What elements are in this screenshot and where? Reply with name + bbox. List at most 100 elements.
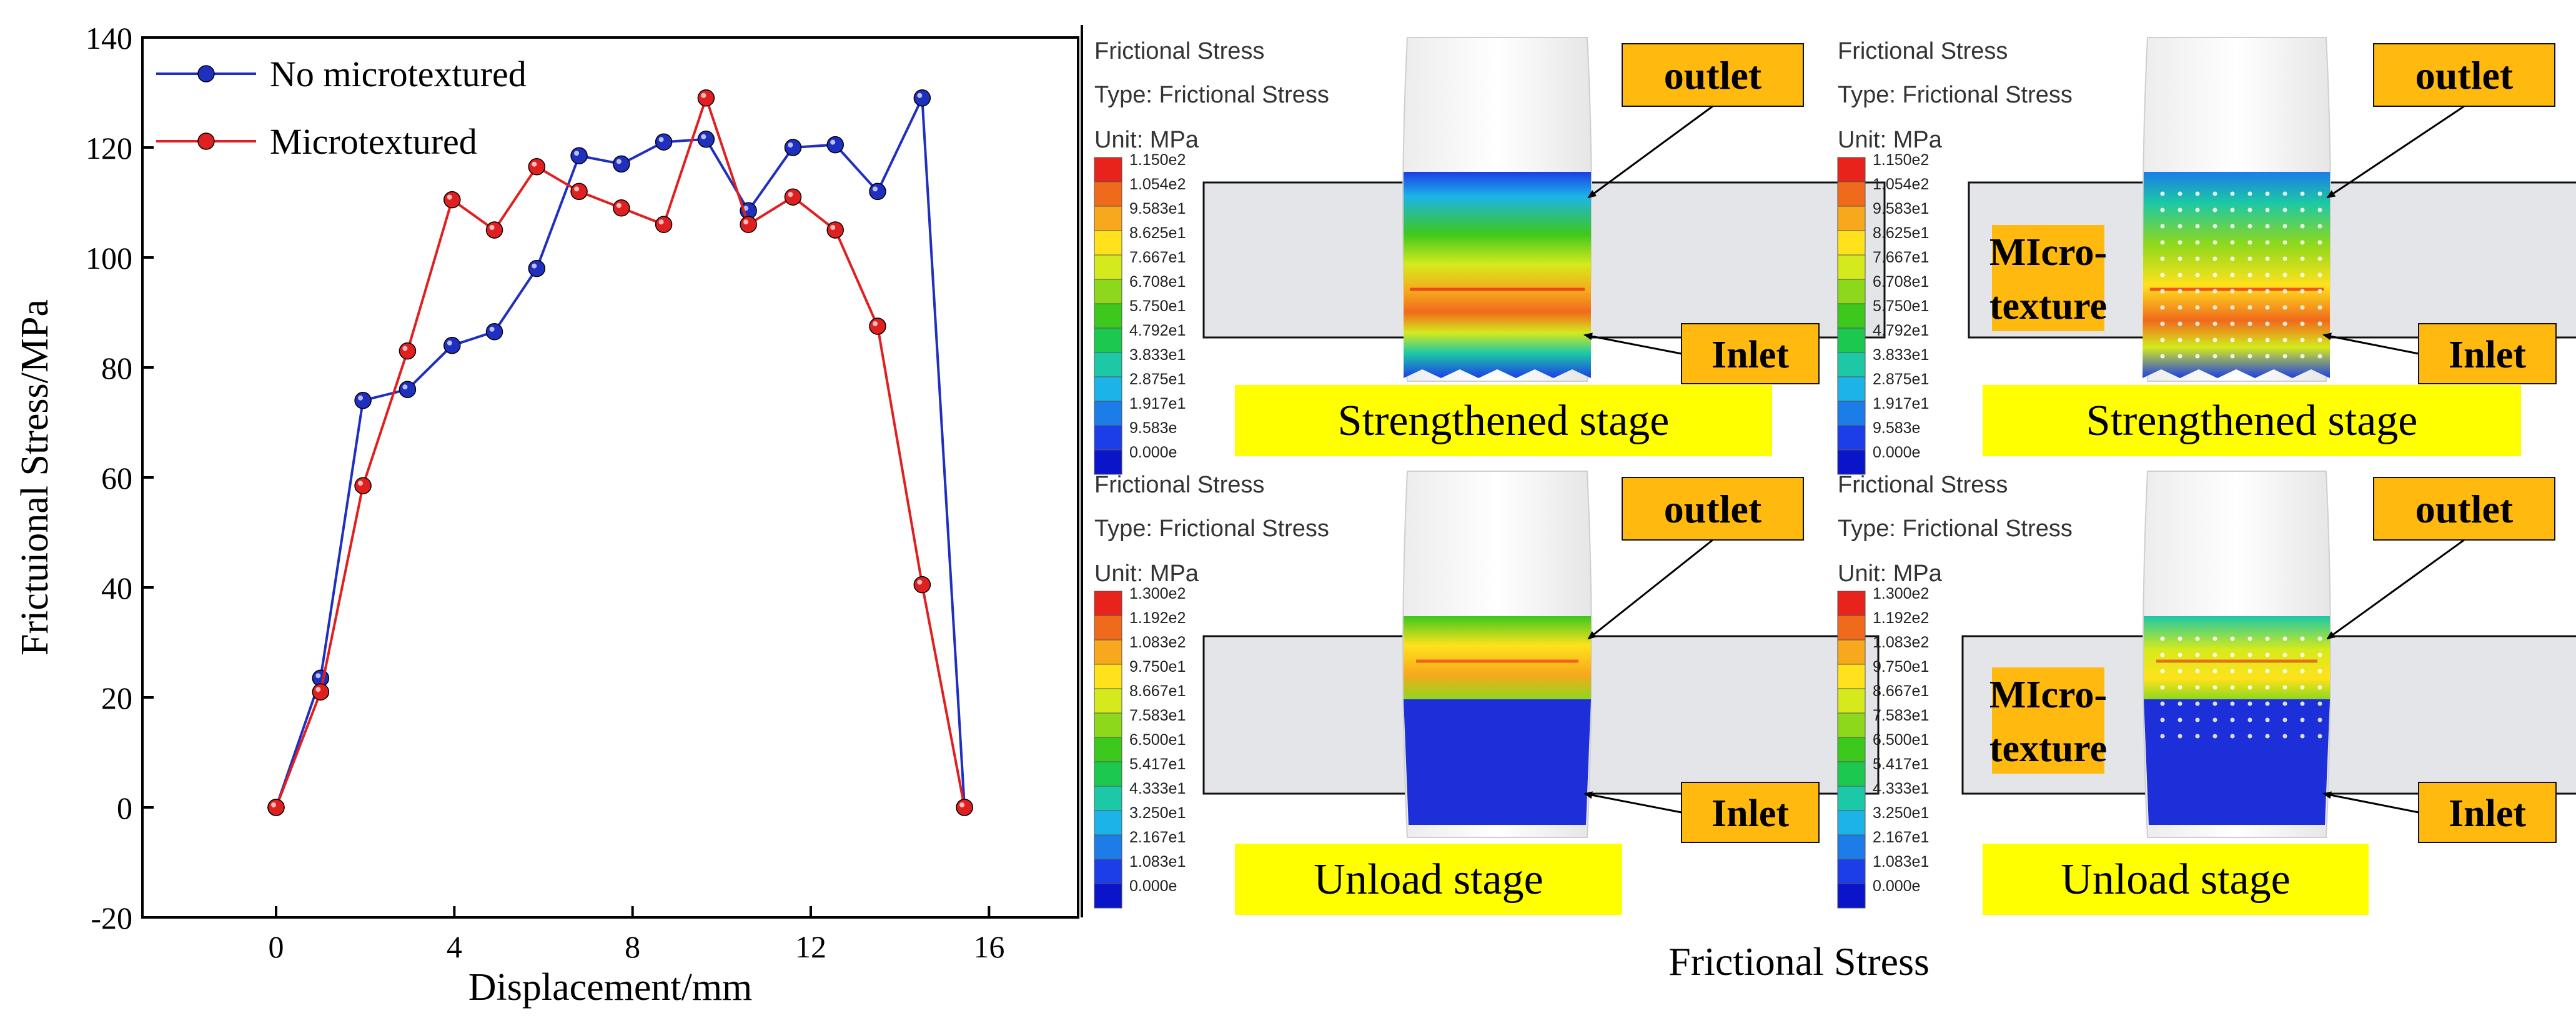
data-point: [784, 139, 802, 156]
scale-label: 1.917e1: [1873, 395, 1929, 412]
stage-label: Strengthened stage: [1338, 397, 1670, 445]
texture-dot: [2265, 305, 2270, 310]
scale-swatch: [1094, 157, 1122, 182]
texture-dot: [2177, 337, 2182, 342]
texture-dot: [2230, 337, 2235, 342]
texture-dot: [2265, 289, 2270, 294]
texture-dot: [2265, 636, 2270, 641]
scale-label: 5.750e1: [1129, 297, 1186, 315]
data-point: [312, 683, 330, 701]
texture-dot: [2195, 224, 2200, 229]
data-point: [913, 576, 931, 594]
data-point-highlight: [532, 161, 537, 167]
texture-dot: [2160, 669, 2165, 674]
scale-label: 1.150e2: [1873, 151, 1929, 169]
texture-dot: [2230, 652, 2235, 657]
texture-dot: [2177, 240, 2182, 245]
texture-dot: [2195, 289, 2200, 294]
data-point-highlight: [830, 225, 836, 230]
legend-marker: [197, 132, 215, 150]
outlet-callout: [2373, 477, 2555, 541]
scale-swatch: [1094, 883, 1122, 909]
data-point-highlight: [959, 802, 965, 807]
data-point: [354, 392, 372, 409]
scale-label: 1.192e2: [1873, 609, 1929, 627]
texture-dot: [2265, 717, 2270, 722]
data-point: [443, 337, 461, 354]
texture-dot: [2177, 354, 2182, 359]
scale-label: 1.192e2: [1129, 609, 1186, 627]
y-tick-label: 100: [86, 241, 132, 276]
inlet-callout: [2418, 323, 2557, 384]
data-point: [528, 259, 546, 277]
inlet-arrow: [2322, 332, 2419, 355]
inlet-arrow: [2322, 791, 2419, 814]
texture-dot: [2282, 717, 2287, 722]
texture-dot: [2247, 305, 2252, 310]
data-point: [826, 136, 844, 154]
texture-dot: [2282, 734, 2287, 739]
data-point-highlight: [917, 579, 923, 585]
scale-label: 4.333e1: [1129, 780, 1186, 797]
scale-swatch: [1837, 352, 1866, 377]
scale-label: 9.583e1: [1129, 200, 1186, 217]
scale-swatch: [1837, 376, 1866, 402]
microtexture-label: texture: [1989, 285, 2107, 327]
y-tick-label: -20: [91, 901, 132, 936]
texture-dot: [2160, 289, 2165, 294]
sim-panel-1: Frictional Stress Type: Frictional Stress…: [1094, 37, 1886, 475]
scale-swatch: [1837, 303, 1866, 329]
data-point-highlight: [830, 139, 836, 145]
texture-dot: [2160, 717, 2165, 722]
texture-dot: [2282, 669, 2287, 674]
texture-dot: [2247, 272, 2252, 277]
x-tick-label: 0: [269, 929, 284, 964]
scale-label: 0.000e: [1873, 444, 1920, 461]
scale-label: 9.750e1: [1129, 658, 1186, 676]
scale-swatch: [1094, 230, 1122, 256]
texture-dot: [2195, 734, 2200, 739]
scale-swatch: [1094, 615, 1122, 641]
texture-dot: [2300, 734, 2305, 739]
texture-dot: [2247, 669, 2252, 674]
scale-swatch: [1094, 591, 1122, 616]
scale-label: 2.167e1: [1873, 829, 1929, 846]
sim-panel-2: Frictional Stress Type: Frictional Stress…: [1837, 37, 2576, 475]
data-point-highlight: [917, 92, 923, 98]
texture-dot: [2230, 636, 2235, 641]
texture-dot: [2195, 240, 2200, 245]
texture-dot: [2265, 354, 2270, 359]
texture-dot: [2317, 636, 2322, 641]
scale-label: 3.833e1: [1873, 346, 1929, 364]
texture-dot: [2317, 652, 2322, 657]
texture-dot: [2195, 191, 2200, 196]
texture-dot: [2212, 240, 2217, 245]
data-point: [613, 199, 630, 217]
legend-header: Frictional Stress: [1094, 472, 1264, 498]
microtexture-label: MIcro-: [1989, 674, 2107, 716]
scale-label: 2.167e1: [1129, 829, 1186, 846]
stage-banner: [1235, 385, 1772, 456]
scale-swatch: [1837, 688, 1866, 714]
texture-dot: [2177, 669, 2182, 674]
stage-label: Strengthened stage: [2086, 397, 2418, 445]
legend-header: Unit: MPa: [1094, 127, 1199, 153]
texture-dot: [2265, 669, 2270, 674]
legend-header: Type: Frictional Stress: [1094, 516, 1329, 542]
texture-dot: [2230, 272, 2235, 277]
scale-swatch: [1094, 834, 1122, 860]
texture-dot: [2300, 256, 2305, 261]
texture-dot: [2317, 224, 2322, 229]
texture-dot: [2230, 734, 2235, 739]
data-point-highlight: [788, 192, 793, 197]
y-tick-label: 40: [101, 571, 132, 606]
scale-label: 3.250e1: [1873, 804, 1929, 822]
texture-dot: [2212, 321, 2217, 326]
outlet-callout: [1622, 43, 1804, 107]
texture-dot: [2300, 652, 2305, 657]
low-stress-band: [2144, 699, 2330, 825]
data-point-highlight: [616, 202, 622, 208]
texture-dot: [2195, 669, 2200, 674]
data-point: [485, 221, 503, 239]
